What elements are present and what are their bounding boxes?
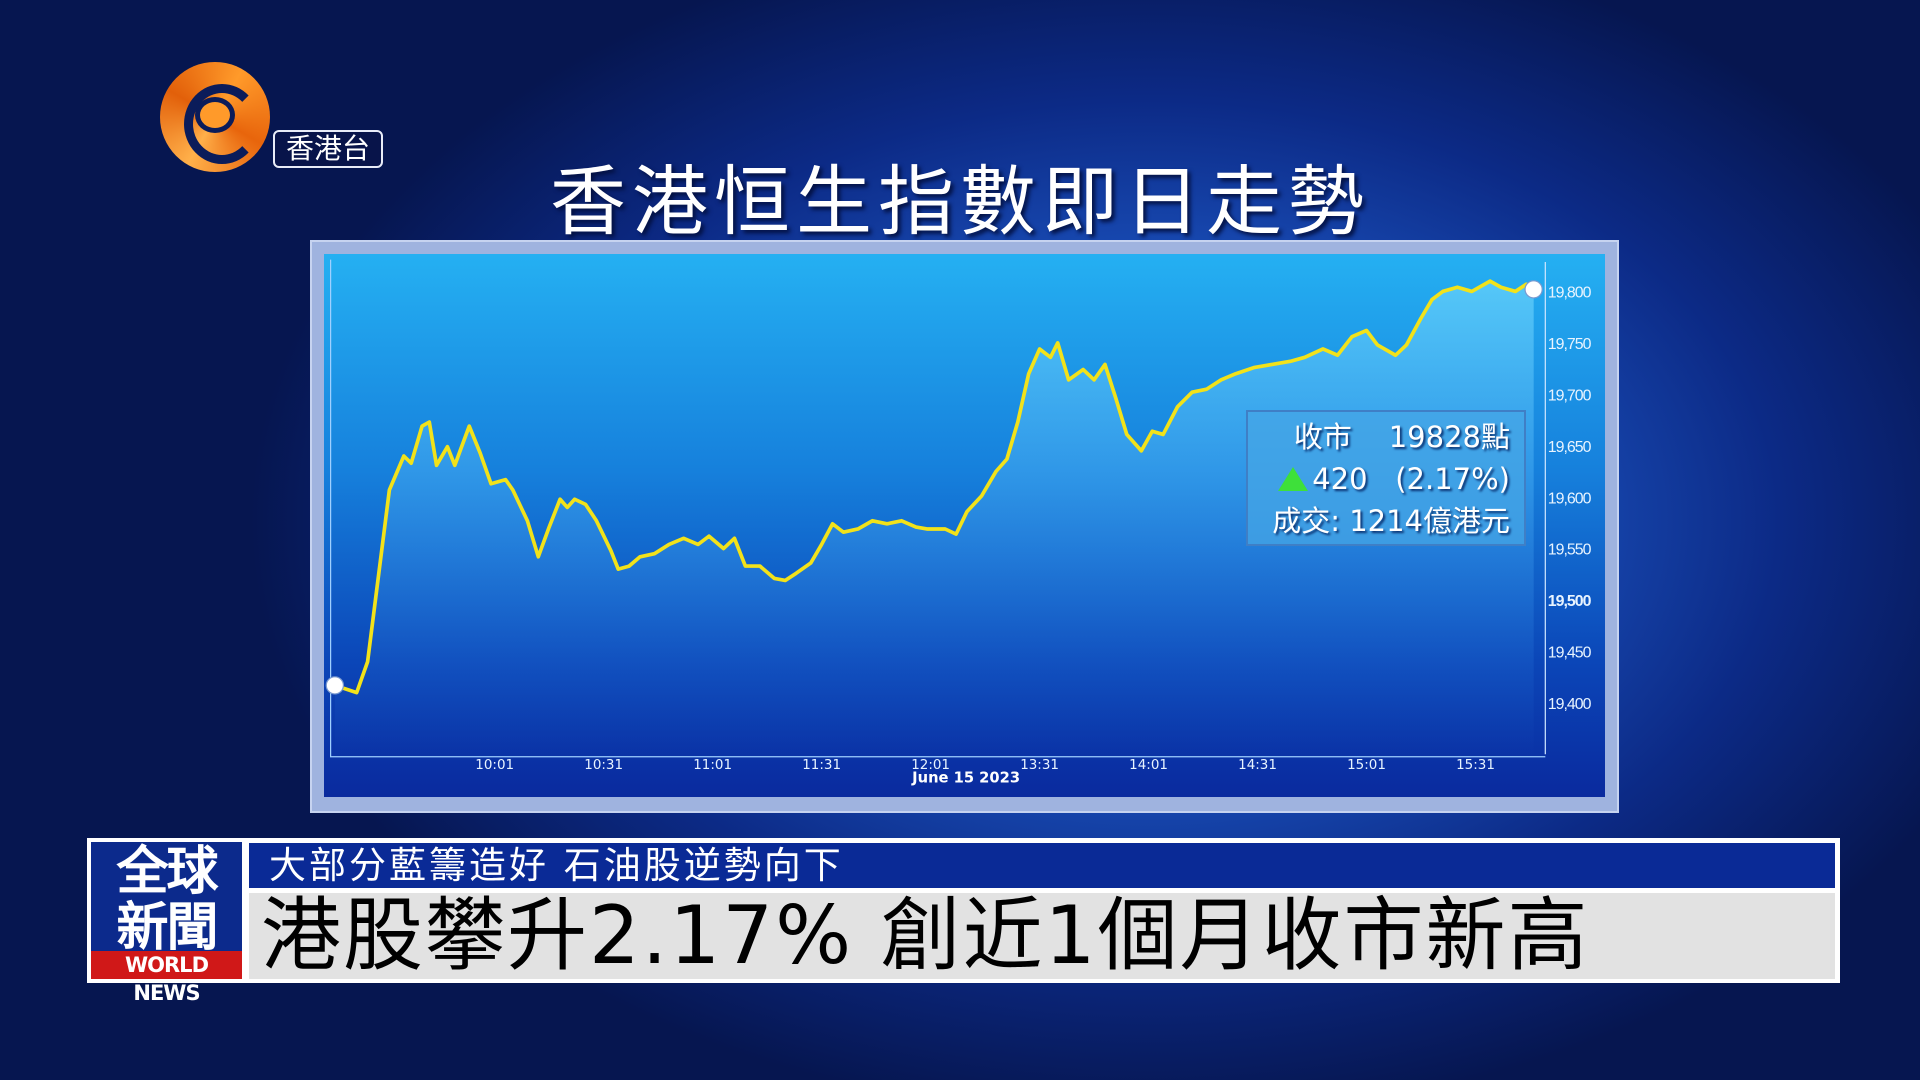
world-news-logo: 全球 新聞 WORLD NEWS [91,842,242,1005]
brand-en: WORLD NEWS [91,951,242,1005]
close-value: 19828點 [1388,420,1510,454]
subtitle: 大部分藍籌造好 石油股逆勢向下 [249,843,1835,888]
end-point-marker [1524,280,1543,299]
change-value: 420 [1312,462,1368,496]
area-fill [334,281,1534,757]
channel-name: 香港台 [273,130,383,168]
y-tick-label: 19,400 [1548,696,1592,713]
y-tick-label: 19,600 [1548,490,1592,507]
index-line [334,279,1535,695]
y-tick-label: 19,500 [1548,593,1592,610]
y-tick-label: 19,550 [1548,542,1592,559]
close-info-box: 收市 19828點 420 (2.17%) 成交: 1214億港元 [1246,410,1526,546]
x-axis-label: June 15 2023 [911,769,1020,786]
y-tick-label: 19,700 [1548,387,1592,404]
x-tick-label: 13:31 [1020,758,1059,773]
x-tick-label: 11:01 [693,758,732,773]
x-tick-label: 10:01 [475,758,514,773]
y-tick-label: 19,650 [1548,439,1592,456]
x-tick-label: 15:31 [1456,758,1495,773]
brand-line2: 新聞 [116,898,218,958]
start-point-marker [325,676,345,695]
page-title: 香港恒生指數即日走勢 [550,157,1370,246]
y-tick-label: 19,450 [1548,645,1592,662]
headline: 港股攀升2.17% 創近1個月收市新高 [249,893,1835,979]
y-tick-label: 19,750 [1548,336,1592,353]
y-tick-label: 19,800 [1548,285,1592,302]
change-percent: (2.17%) [1395,462,1510,496]
x-tick-label: 12:01 [911,758,950,773]
turnover: 成交: 1214億港元 [1272,504,1510,538]
brand-line1: 全球 [116,842,218,902]
x-tick-label: 11:31 [802,758,841,773]
up-triangle-icon [1278,467,1309,491]
x-tick-label: 10:31 [584,758,623,773]
close-label: 收市 [1293,420,1352,454]
phoenix-logo [160,62,270,172]
x-tick-label: 14:31 [1238,758,1277,773]
x-tick-label: 15:01 [1347,758,1386,773]
x-tick-label: 14:01 [1129,758,1168,773]
lower-third: 全球 新聞 WORLD NEWS 大部分藍籌造好 石油股逆勢向下 港股攀升2.1… [87,838,1840,1005]
